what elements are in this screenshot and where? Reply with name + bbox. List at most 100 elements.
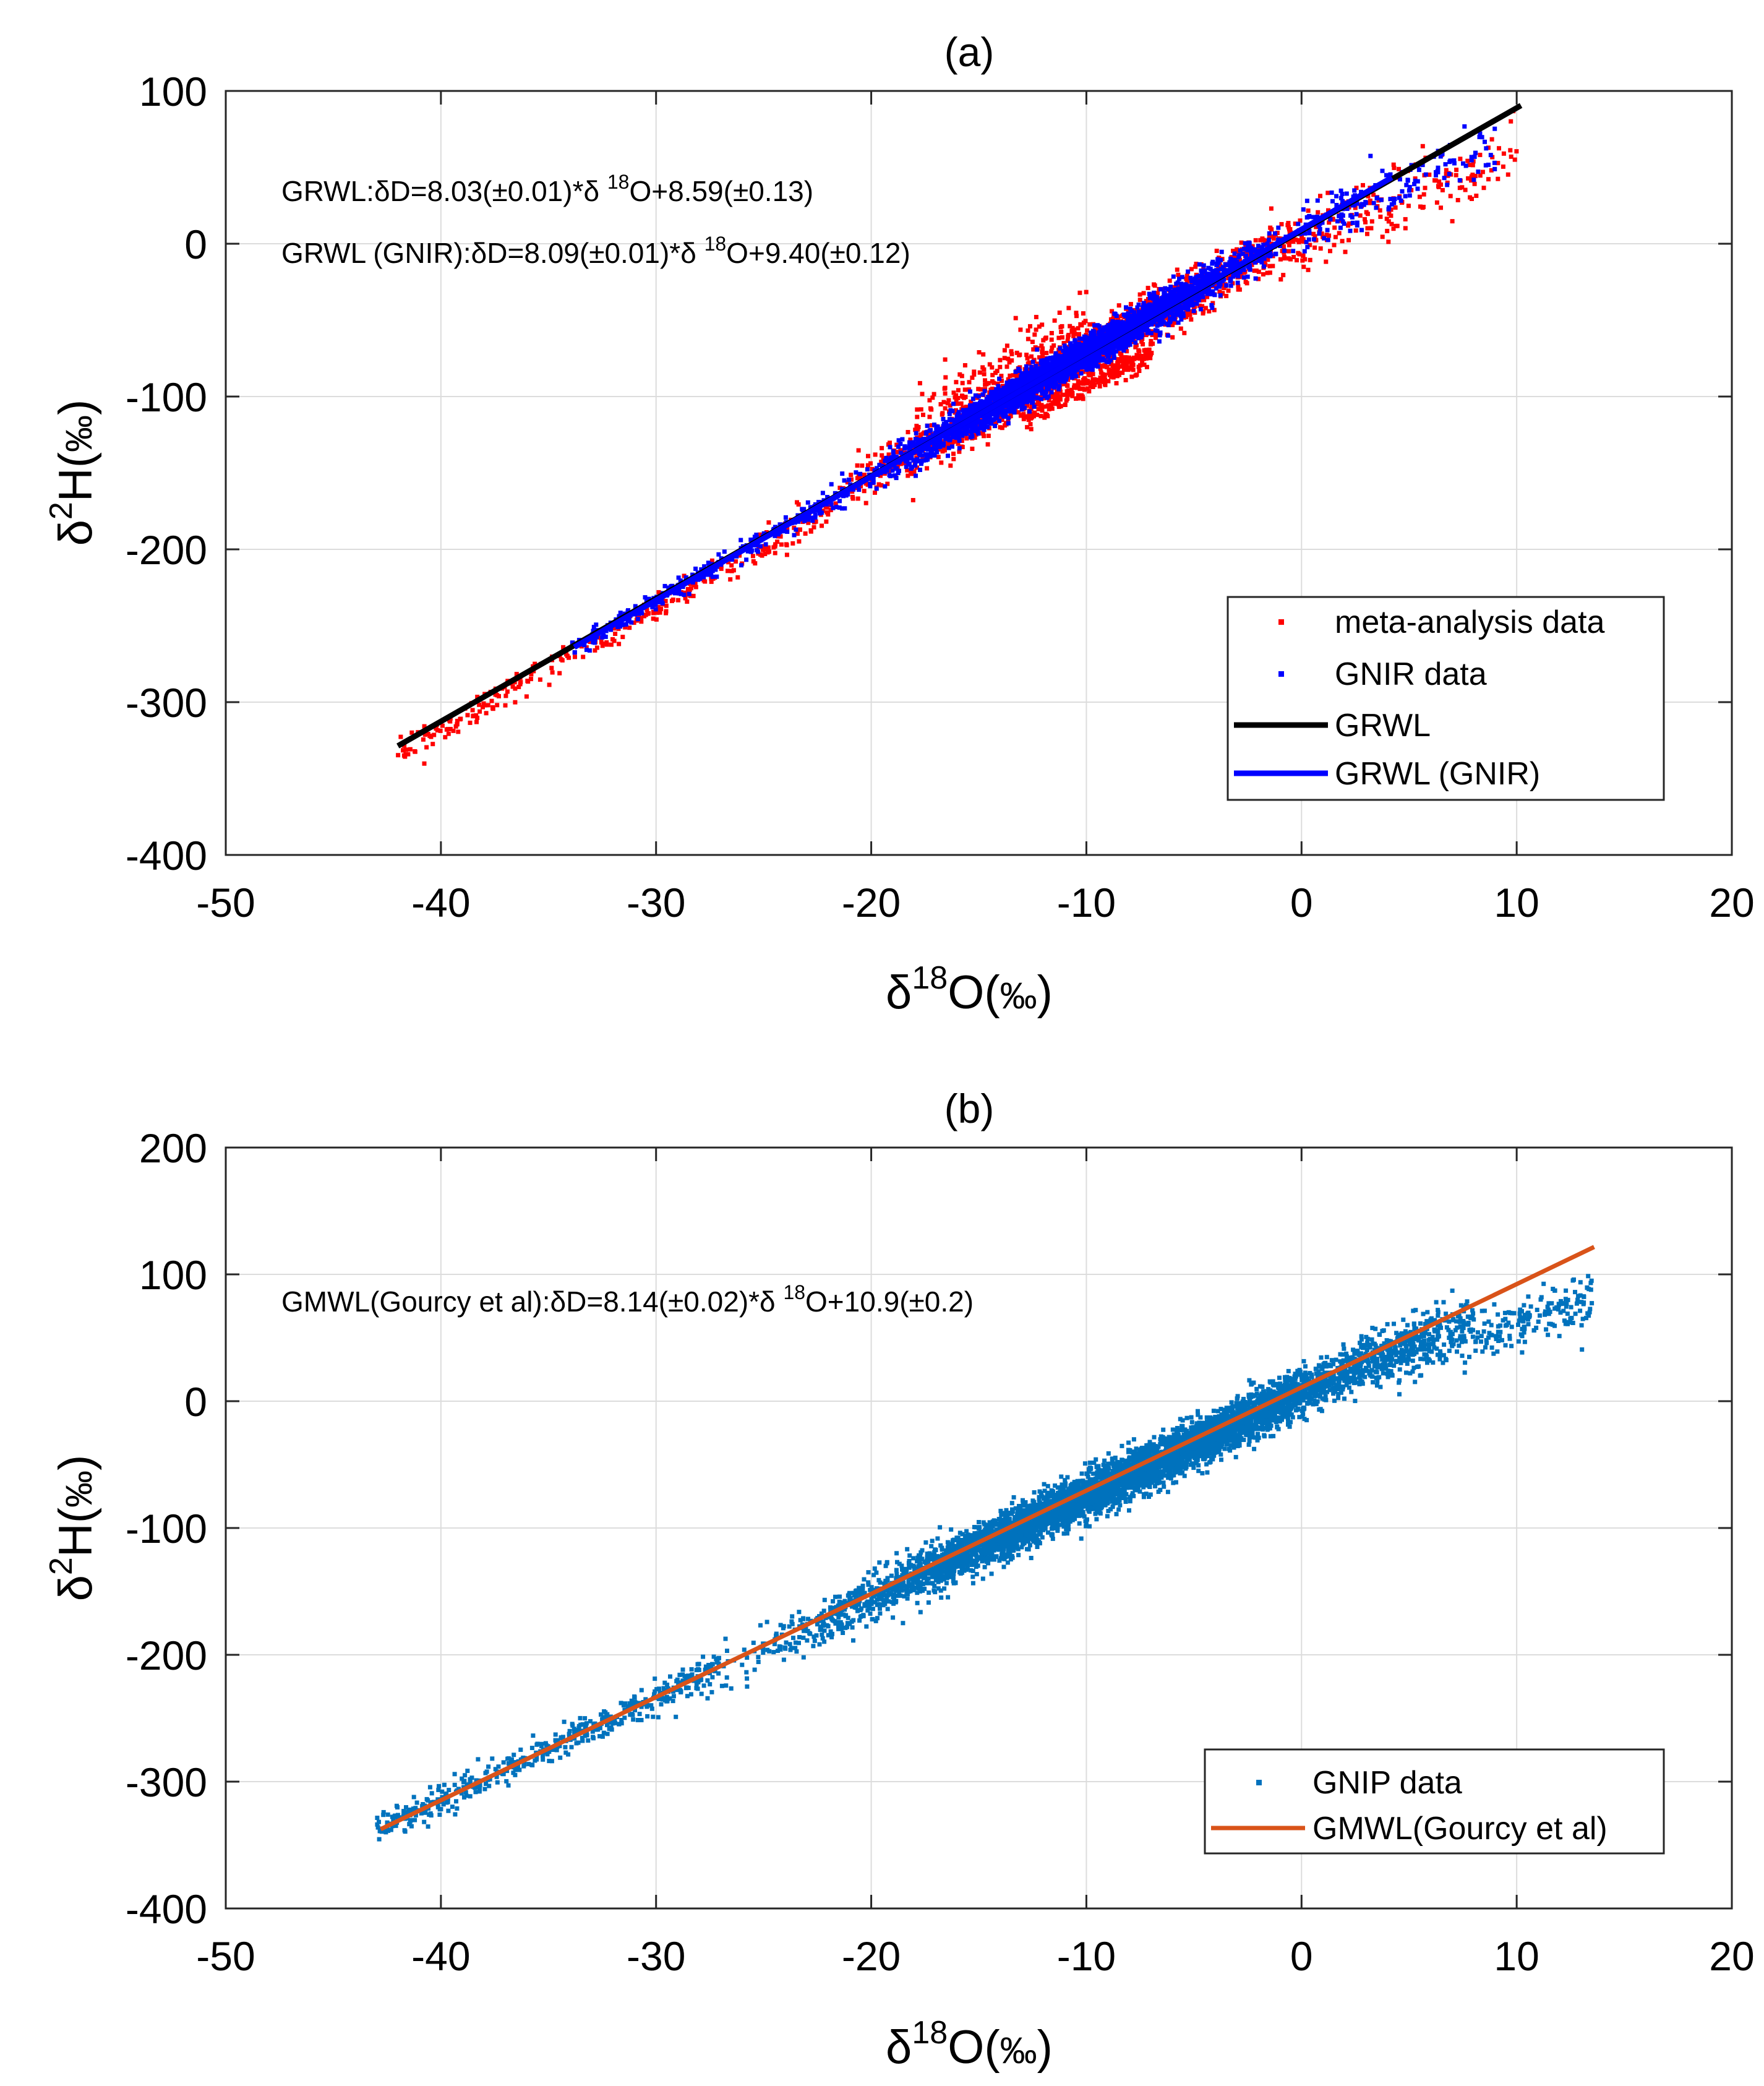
gnir-point	[1034, 364, 1038, 368]
meta-analysis-point	[808, 528, 813, 533]
meta-analysis-point	[1291, 239, 1296, 244]
meta-analysis-point	[941, 400, 946, 405]
meta-analysis-point	[1149, 352, 1153, 357]
meta-analysis-point	[1126, 367, 1131, 372]
meta-analysis-point	[1038, 406, 1043, 411]
gnir-point	[1344, 191, 1349, 196]
meta-analysis-point	[1076, 393, 1081, 398]
gnir-point	[1315, 198, 1320, 203]
meta-analysis-point	[1152, 282, 1157, 287]
meta-analysis-point	[1009, 358, 1014, 363]
meta-analysis-point	[1472, 181, 1477, 186]
meta-analysis-point	[1421, 205, 1426, 209]
meta-analysis-point	[422, 724, 427, 729]
meta-analysis-point	[1312, 245, 1317, 250]
meta-analysis-point	[912, 469, 917, 474]
meta-analysis-point	[656, 590, 661, 594]
meta-analysis-point	[1189, 281, 1194, 286]
meta-analysis-point	[529, 677, 533, 682]
meta-analysis-point	[1148, 342, 1153, 347]
gnir-point	[1228, 283, 1233, 288]
meta-analysis-point	[1065, 384, 1070, 388]
gnir-point	[1249, 249, 1254, 254]
meta-analysis-point	[477, 709, 482, 714]
meta-analysis-point	[396, 753, 401, 758]
gnir-point	[1398, 198, 1403, 203]
meta-analysis-point	[1439, 205, 1443, 210]
gnir-point	[1216, 260, 1221, 265]
meta-analysis-point	[413, 749, 417, 753]
meta-analysis-point	[942, 448, 947, 453]
meta-analysis-point	[1254, 268, 1259, 273]
meta-analysis-point	[484, 711, 489, 716]
meta-analysis-point	[1122, 367, 1126, 372]
meta-analysis-point	[1343, 249, 1348, 254]
meta-analysis-point	[951, 452, 956, 456]
meta-analysis-point	[998, 364, 1003, 369]
meta-analysis-point	[1378, 214, 1383, 219]
gnir-point	[854, 470, 858, 475]
meta-analysis-point	[547, 682, 552, 687]
meta-analysis-point	[620, 635, 625, 640]
gnir-point	[1149, 331, 1154, 336]
meta-analysis-point	[960, 380, 965, 385]
gnir-point	[946, 445, 951, 450]
meta-analysis-point	[925, 466, 930, 471]
gnir-point	[858, 471, 863, 476]
meta-analysis-point	[1287, 230, 1292, 234]
gnir-point	[1056, 387, 1061, 392]
meta-analysis-point	[505, 689, 510, 694]
meta-analysis-point	[1052, 318, 1057, 323]
meta-analysis-point	[1006, 356, 1011, 361]
meta-analysis-point	[1395, 223, 1400, 228]
meta-analysis-point	[1116, 316, 1121, 321]
gnir-point	[1340, 199, 1345, 204]
meta-analysis-point	[1470, 163, 1475, 168]
meta-analysis-point	[1397, 166, 1401, 171]
meta-analysis-point	[946, 398, 951, 403]
meta-analysis-point	[1061, 341, 1066, 346]
gnir-point	[1492, 160, 1497, 165]
meta-analysis-point	[1148, 356, 1153, 361]
gnir-point	[755, 549, 760, 554]
meta-analysis-point	[1062, 382, 1066, 387]
meta-analysis-point	[962, 363, 967, 367]
meta-analysis-point	[1205, 294, 1210, 299]
meta-analysis-point	[1290, 237, 1295, 242]
meta-analysis-point	[959, 393, 964, 398]
meta-analysis-point	[489, 698, 494, 703]
meta-analysis-point	[1085, 328, 1090, 333]
meta-analysis-point	[440, 723, 445, 728]
meta-analysis-point	[735, 575, 740, 580]
meta-analysis-point	[1455, 198, 1460, 202]
meta-analysis-point	[961, 405, 965, 410]
gnir-point	[1462, 124, 1467, 129]
meta-analysis-point	[1029, 427, 1034, 432]
gnir-point	[935, 450, 940, 455]
meta-analysis-point	[1207, 309, 1212, 314]
meta-analysis-point	[849, 473, 854, 478]
meta-analysis-point	[1049, 331, 1054, 335]
meta-analysis-point	[1018, 413, 1023, 418]
meta-analysis-point	[573, 655, 577, 659]
meta-analysis-point	[1371, 192, 1376, 197]
gnir-point	[1392, 197, 1397, 201]
gnir-point	[802, 518, 807, 523]
gnir-point	[982, 388, 987, 393]
gnir-point	[1245, 274, 1250, 279]
meta-analysis-point	[664, 603, 669, 608]
meta-analysis-point	[676, 598, 680, 603]
meta-analysis-point	[1328, 249, 1332, 254]
meta-analysis-point	[795, 531, 800, 536]
gnir-point	[794, 527, 799, 532]
meta-analysis-point	[1261, 272, 1265, 277]
meta-analysis-point	[1118, 364, 1122, 369]
meta-analysis-point	[719, 566, 724, 571]
meta-analysis-point	[1303, 257, 1308, 262]
gnir-point	[842, 478, 847, 483]
meta-analysis-point	[990, 372, 995, 377]
meta-analysis-point	[734, 559, 738, 564]
meta-analysis-point	[1144, 348, 1149, 353]
meta-analysis-point	[970, 376, 975, 380]
meta-analysis-point	[1439, 182, 1443, 187]
